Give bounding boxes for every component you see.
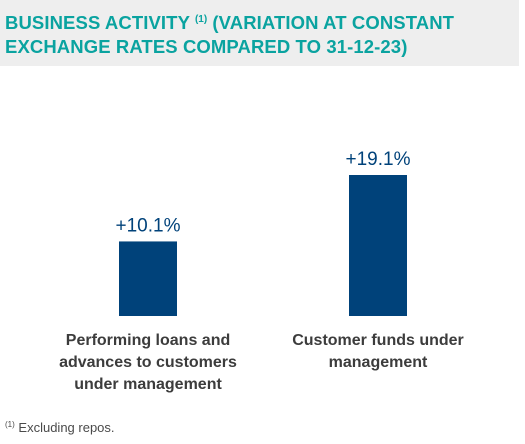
chart-title: BUSINESS ACTIVITY (1) (VARIATION AT CONS…	[5, 8, 517, 59]
title-text-continued: (VARIATION AT CONSTANT EXCHANGE RATES CO…	[5, 12, 455, 57]
footnote-marker: (1)	[5, 420, 15, 429]
category-label-1-line-2: advances to customers	[59, 354, 237, 371]
category-label-1-line-1: Performing loans and	[66, 332, 230, 349]
title-band	[0, 0, 519, 66]
data-label-1: +10.1%	[116, 215, 181, 236]
footnote: (1) Excluding repos.	[5, 420, 115, 435]
category-label-2-line-1: Customer funds under	[292, 332, 464, 349]
title-footnote-marker: (1)	[194, 14, 208, 25]
data-label-2: +19.1%	[346, 149, 411, 170]
category-label-2-line-2: management	[329, 354, 428, 371]
bar-2	[349, 175, 407, 316]
category-label-1-line-3: under management	[74, 376, 222, 393]
bar-chart: +10.1% Performing loans and advances to cu…	[59, 149, 464, 393]
bar-1	[119, 241, 177, 316]
footnote-text: Excluding repos.	[18, 420, 115, 435]
title-text: BUSINESS ACTIVITY	[5, 12, 190, 33]
